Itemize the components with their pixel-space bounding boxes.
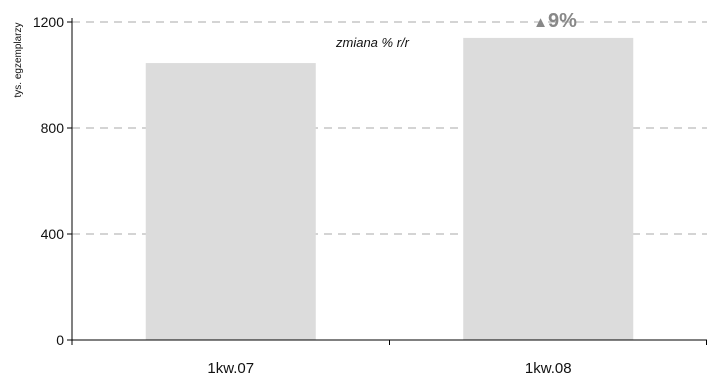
bar-1kw.08 [463,37,634,341]
bar-1kw.07 [145,63,316,340]
x-tick-label-1kw.08: 1kw.08 [525,360,572,377]
change-percent: 9% [548,10,577,32]
up-arrow-icon: ▲ [533,14,548,31]
y-tick-label-1200: 1200 [33,14,64,30]
tick-labels: 0 400 800 1200 1kw.07 1kw.08 [33,14,572,377]
change-annotation: zmiana % r/r [335,35,410,50]
change-value-label: ▲9% [533,10,577,32]
y-tick-label-800: 800 [41,120,65,136]
x-tick-label-1kw.07: 1kw.07 [207,360,254,377]
y-axis-label: tys. egzemplarzy [13,22,24,97]
y-tick-label-400: 400 [41,226,65,242]
y-tick-label-0: 0 [56,332,64,348]
bars [145,37,634,341]
